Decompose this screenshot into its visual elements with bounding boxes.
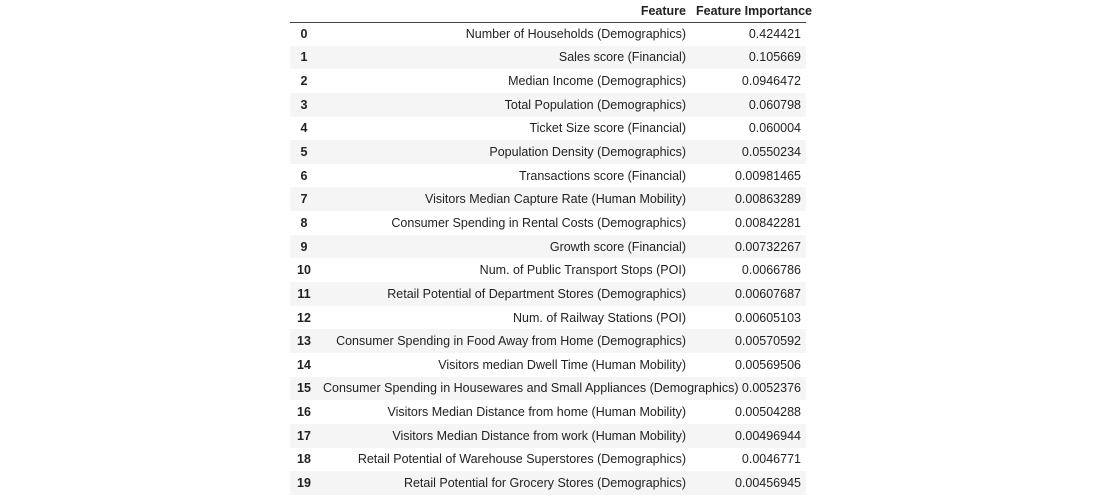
feature-name: Visitors Median Distance from work (Huma… [392, 428, 686, 443]
feature-importance: 0.0550234 [741, 145, 801, 160]
feature-name: Num. of Railway Stations (POI) [513, 310, 686, 325]
feature-importance: 0.00842281 [734, 215, 801, 230]
table-row: 19 Retail Potential for Grocery Stores (D… [290, 471, 806, 495]
feature-name: Growth score (Financial) [549, 239, 686, 254]
row-index: 6 [300, 168, 308, 183]
table-row: 16 Visitors Median Distance from home (Hu… [290, 400, 806, 424]
table-row: 2 Median Income (Demographics) 0.0946472 [290, 69, 806, 93]
table-row: 11 Retail Potential of Department Stores … [290, 282, 806, 306]
feature-importance: 0.00732267 [734, 239, 801, 254]
row-index: 5 [300, 145, 308, 160]
feature-name: Number of Households (Demographics) [465, 27, 686, 42]
column-header: Feature Importance [691, 0, 812, 23]
index-header [290, 0, 318, 23]
feature-importance: 0.00569506 [734, 357, 801, 372]
data-table: Feature Feature Importance 0 Number of Ho… [290, 0, 812, 495]
feature-name: Visitors median Dwell Time (Human Mobili… [438, 357, 686, 372]
feature-importance: 0.00607687 [734, 286, 801, 301]
row-index: 10 [297, 263, 311, 278]
table-body: 0 Number of Households (Demographics) 0.42… [290, 22, 806, 495]
feature-name: Population Density (Demographics) [489, 145, 686, 160]
feature-importance: 0.105669 [748, 50, 801, 65]
feature-importance: 0.424421 [748, 27, 801, 42]
row-index: 16 [297, 405, 311, 420]
row-index: 15 [297, 381, 311, 396]
feature-importance: 0.00504288 [734, 405, 801, 420]
row-index: 0 [300, 27, 308, 42]
feature-name: Retail Potential for Grocery Stores (Dem… [403, 475, 686, 490]
feature-importance: 0.0052376 [741, 381, 801, 396]
row-index: 3 [300, 97, 308, 112]
feature-name: Ticket Size score (Financial) [529, 121, 686, 136]
table-row: 3 Total Population (Demographics) 0.060798 [290, 92, 806, 117]
feature-name: Num. of Public Transport Stops (POI) [479, 263, 686, 278]
feature-name: Transactions score (Financial) [519, 168, 686, 183]
table-row: 10 Num. of Public Transport Stops (POI) 0.… [290, 258, 806, 282]
feature-name: Sales score (Financial) [558, 50, 686, 65]
feature-name: Retail Potential of Department Stores (D… [387, 286, 686, 301]
table-row: 14 Visitors median Dwell Time (Human Mobi… [290, 353, 806, 377]
row-index: 9 [300, 239, 308, 254]
table-row: 18 Retail Potential of Warehouse Supersto… [290, 448, 806, 472]
table-row: 1 Sales score (Financial) 0.105669 [290, 45, 806, 70]
table-row: 0 Number of Households (Demographics) 0.42… [290, 22, 806, 46]
row-index: 17 [297, 428, 311, 443]
feature-importance: 0.060798 [748, 97, 801, 112]
feature-importance: 0.00863289 [734, 192, 801, 207]
feature-name: Consumer Spending in Food Away from Home… [336, 334, 686, 349]
table-head: Feature Feature Importance [290, 0, 812, 23]
table-row: 7 Visitors Median Capture Rate (Human Mob… [290, 187, 806, 212]
table-row: 12 Num. of Railway Stations (POI) 0.006051… [290, 306, 806, 330]
row-index: 14 [297, 357, 311, 372]
feature-name: Visitors Median Distance from home (Huma… [387, 405, 686, 420]
header-row: Feature Feature Importance [290, 0, 812, 23]
row-index: 4 [300, 121, 308, 136]
feature-importance: 0.0066786 [741, 263, 801, 278]
feature-name: Visitors Median Capture Rate (Human Mobi… [425, 192, 686, 207]
row-index: 13 [297, 334, 311, 349]
row-index: 8 [300, 215, 308, 230]
table-row: 17 Visitors Median Distance from work (Hu… [290, 423, 806, 448]
table-row: 6 Transactions score (Financial) 0.0098146… [290, 164, 806, 188]
feature-importance: 0.00570592 [734, 334, 801, 349]
feature-importance: 0.00981465 [734, 168, 801, 183]
table-row: 4 Ticket Size score (Financial) 0.060004 [290, 117, 806, 141]
feature-importance: 0.00456945 [734, 475, 801, 490]
row-index: 7 [300, 192, 308, 207]
feature-importance: 0.0946472 [741, 74, 801, 89]
feature-importance: 0.00605103 [734, 310, 801, 325]
feature-name: Consumer Spending in Rental Costs (Demog… [391, 215, 686, 230]
feature-name: Consumer Spending in Housewares and Smal… [323, 381, 739, 396]
table-row: 15 Consumer Spending in Housewares and Sm… [290, 376, 806, 401]
feature-name: Total Population (Demographics) [504, 97, 686, 112]
row-index: 18 [297, 452, 311, 467]
feature-importance: 0.0046771 [741, 452, 801, 467]
table-row: 5 Population Density (Demographics) 0.0550… [290, 140, 806, 164]
feature-importance: 0.00496944 [734, 428, 801, 443]
row-index: 19 [297, 475, 311, 490]
feature-name: Retail Potential of Warehouse Superstore… [357, 452, 686, 467]
table-row: 8 Consumer Spending in Rental Costs (Demo… [290, 211, 806, 235]
column-header: Feature [318, 0, 691, 23]
feature-importance: 0.060004 [748, 121, 801, 136]
row-index: 2 [300, 74, 308, 89]
table-row: 9 Growth score (Financial) 0.00732267 [290, 234, 806, 259]
feature-name: Median Income (Demographics) [508, 74, 686, 89]
row-index: 1 [300, 50, 308, 65]
row-index: 12 [297, 310, 311, 325]
row-index: 11 [297, 286, 311, 301]
table-row: 13 Consumer Spending in Food Away from Ho… [290, 329, 806, 353]
